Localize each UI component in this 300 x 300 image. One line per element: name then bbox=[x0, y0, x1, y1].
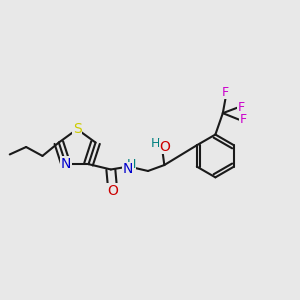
Text: F: F bbox=[238, 101, 245, 114]
Text: H: H bbox=[151, 137, 160, 150]
Text: F: F bbox=[240, 113, 247, 126]
Text: N: N bbox=[61, 157, 71, 171]
Text: F: F bbox=[222, 85, 230, 98]
Text: O: O bbox=[160, 140, 170, 154]
Text: O: O bbox=[107, 184, 118, 198]
Text: S: S bbox=[73, 122, 82, 136]
Text: H: H bbox=[126, 158, 136, 171]
Text: N: N bbox=[123, 163, 133, 176]
